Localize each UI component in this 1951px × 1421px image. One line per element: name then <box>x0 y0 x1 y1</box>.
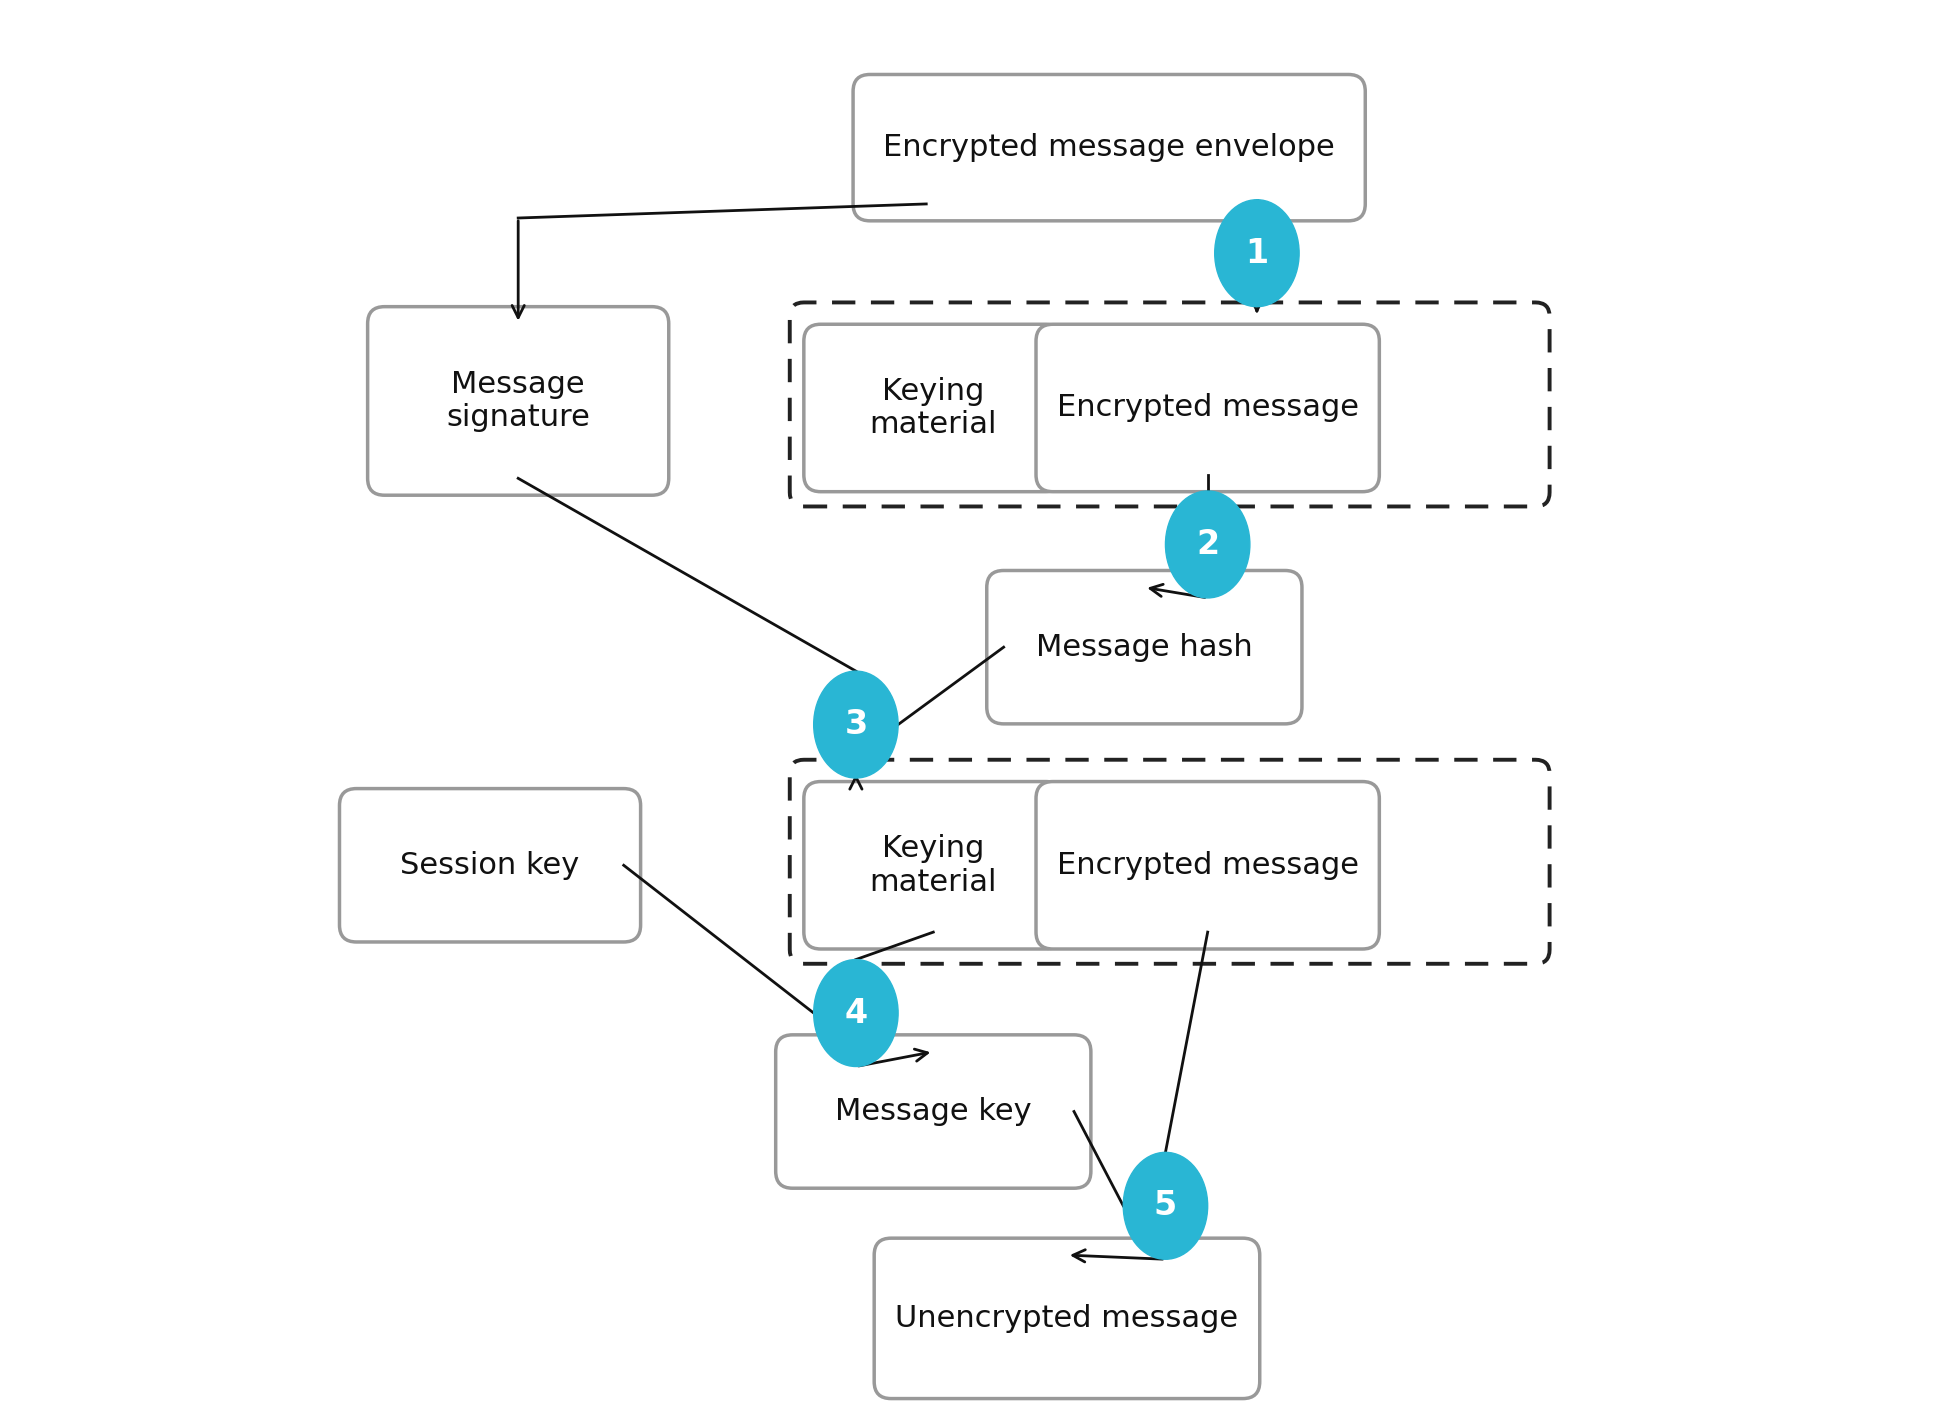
FancyBboxPatch shape <box>804 782 1063 949</box>
FancyBboxPatch shape <box>1036 324 1379 492</box>
Text: Message hash: Message hash <box>1036 632 1253 662</box>
Text: Encrypted message: Encrypted message <box>1057 851 1358 880</box>
FancyBboxPatch shape <box>367 307 669 495</box>
Text: 2: 2 <box>1196 529 1219 561</box>
Text: 5: 5 <box>1153 1189 1176 1222</box>
Ellipse shape <box>1124 1152 1208 1259</box>
FancyBboxPatch shape <box>874 1238 1260 1398</box>
FancyBboxPatch shape <box>776 1034 1091 1188</box>
FancyBboxPatch shape <box>804 324 1063 492</box>
Text: Encrypted message: Encrypted message <box>1057 394 1358 422</box>
Ellipse shape <box>814 959 897 1067</box>
Text: Message
signature: Message signature <box>447 369 589 432</box>
Text: Session key: Session key <box>400 851 579 880</box>
Ellipse shape <box>1165 492 1251 598</box>
Text: Encrypted message envelope: Encrypted message envelope <box>884 134 1334 162</box>
Text: Keying
material: Keying material <box>870 834 997 897</box>
Ellipse shape <box>1215 200 1299 307</box>
Text: 4: 4 <box>845 996 868 1030</box>
Text: 1: 1 <box>1245 237 1268 270</box>
Text: 3: 3 <box>845 708 868 742</box>
FancyBboxPatch shape <box>339 789 640 942</box>
Ellipse shape <box>814 671 897 779</box>
Text: Unencrypted message: Unencrypted message <box>896 1304 1239 1333</box>
FancyBboxPatch shape <box>853 74 1366 220</box>
FancyBboxPatch shape <box>1036 782 1379 949</box>
FancyBboxPatch shape <box>987 570 1301 723</box>
Text: Keying
material: Keying material <box>870 377 997 439</box>
Text: Message key: Message key <box>835 1097 1032 1125</box>
